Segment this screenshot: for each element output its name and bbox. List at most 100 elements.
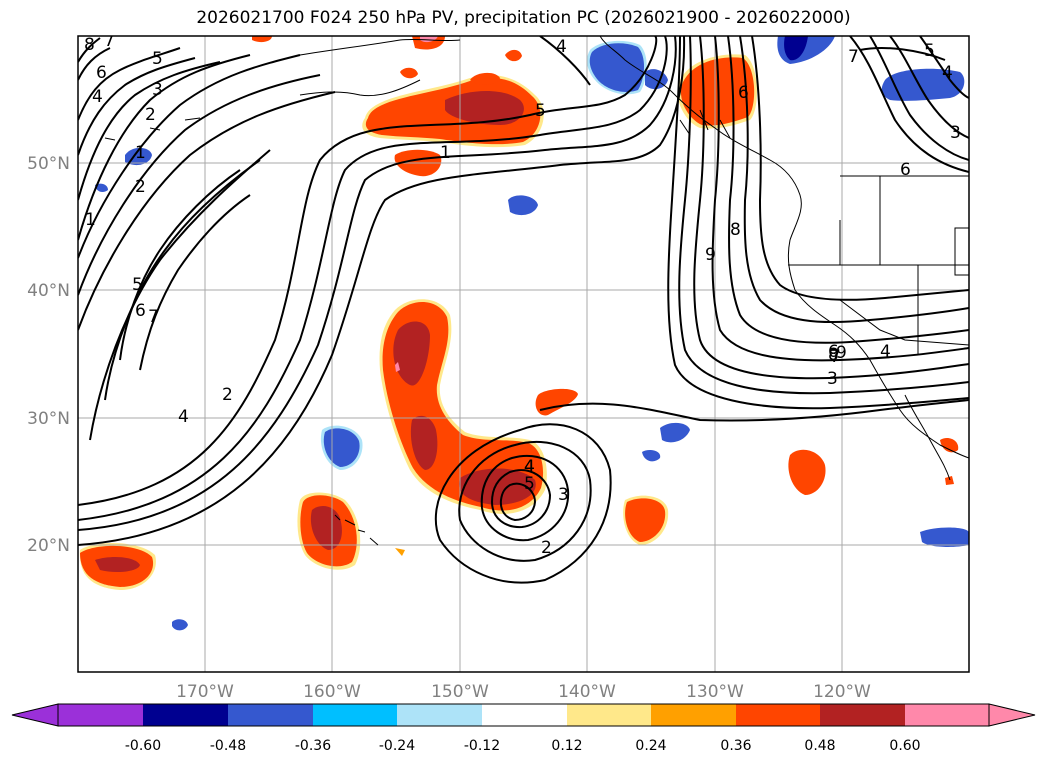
colorbar-tick-label: 0.36 xyxy=(720,738,751,754)
contour-label: 7 xyxy=(104,31,115,51)
contour-label: 4 xyxy=(178,407,189,427)
contour-label: 3 xyxy=(558,485,569,505)
colorbar: -0.60 -0.48 -0.36 -0.24 -0.12 0.12 0.24 … xyxy=(11,703,1036,754)
contour-label: 4 xyxy=(556,37,567,57)
precip-area xyxy=(508,195,538,216)
contour-label: 8 xyxy=(828,345,839,365)
map-title: 2026021700 F024 250 hPa PV, precipitatio… xyxy=(196,8,851,28)
colorbar-segment xyxy=(143,704,228,726)
precip-area xyxy=(940,438,959,453)
coastlines xyxy=(104,36,969,546)
colorbar-tick-label: -0.12 xyxy=(464,738,500,754)
contour-label: 7 xyxy=(830,347,841,367)
contour-label: 4 xyxy=(880,342,891,362)
contour-label: 5 xyxy=(524,474,535,494)
contour-label: 1 xyxy=(85,210,96,230)
contour-label: 9 xyxy=(836,343,847,363)
precip-area xyxy=(881,68,965,101)
precip-area xyxy=(310,506,342,550)
pv-contours xyxy=(78,36,969,584)
precip-area xyxy=(252,36,272,43)
colorbar-tick-label: -0.48 xyxy=(210,738,246,754)
precip-area xyxy=(323,428,360,467)
precip-area xyxy=(400,67,418,79)
colorbar-segment xyxy=(313,704,397,726)
precip-area xyxy=(660,422,690,443)
lon-label: 160°W xyxy=(303,682,361,702)
colorbar-tick-label: -0.24 xyxy=(379,738,415,754)
colorbar-arrow-right xyxy=(988,703,1036,727)
colorbar-tick-label: 0.12 xyxy=(551,738,582,754)
contour-label: 4 xyxy=(92,87,103,107)
colorbar-arrow-left xyxy=(11,703,59,727)
contour-label: 1 xyxy=(440,143,451,163)
contour-label: 4 xyxy=(524,457,535,477)
contour-label: 3 xyxy=(827,369,838,389)
colorbar-segment xyxy=(482,704,567,726)
contour-labels: 8 7 6 5 4 3 2 1 2 1 5 6 7 4 2 4 5 1 4 7 … xyxy=(84,31,961,558)
contour-label: 5 xyxy=(152,49,163,69)
contour-label: 8 xyxy=(84,35,95,55)
colorbar-segment xyxy=(397,704,482,726)
lon-label: 140°W xyxy=(558,682,616,702)
colorbar-segment xyxy=(567,704,651,726)
lat-label: 20°N xyxy=(27,536,70,556)
contour-label: 2 xyxy=(135,177,146,197)
precip-area xyxy=(589,43,645,92)
lon-label: 130°W xyxy=(686,682,744,702)
lon-label: 170°W xyxy=(176,682,234,702)
lat-label: 30°N xyxy=(27,409,70,429)
contour-label: 6 xyxy=(738,83,749,103)
lon-label: 120°W xyxy=(813,682,871,702)
contour-label: 6 xyxy=(96,63,107,83)
map-frame xyxy=(77,35,970,673)
contour-label: 7 xyxy=(148,307,159,327)
precip-area xyxy=(95,557,140,573)
contour-label: 3 xyxy=(950,123,961,143)
precip-area xyxy=(505,49,522,62)
colorbar-tick-label: 0.24 xyxy=(635,738,666,754)
contour-label: 2 xyxy=(145,105,156,125)
contour-label: 7 xyxy=(848,47,859,67)
colorbar-segment xyxy=(228,704,313,726)
colorbar-tick-label: 0.48 xyxy=(804,738,835,754)
contour-label: 2 xyxy=(541,538,552,558)
contour-label: 5 xyxy=(132,275,143,295)
precip-area xyxy=(788,449,826,495)
contour-label: 6 xyxy=(900,160,911,180)
contour-label: 3 xyxy=(152,80,163,100)
colorbar-segment xyxy=(58,704,143,726)
contour-label: 4 xyxy=(942,63,953,83)
colorbar-segment xyxy=(736,704,820,726)
lon-label: 150°W xyxy=(431,682,489,702)
lat-label: 50°N xyxy=(27,154,70,174)
precip-area xyxy=(945,476,954,485)
latitude-labels: 50°N 40°N 30°N 20°N xyxy=(27,154,70,556)
precip-area xyxy=(393,321,430,386)
colorbar-tick-label: -0.60 xyxy=(125,738,161,754)
colorbar-tick-label: -0.36 xyxy=(295,738,331,754)
precip-area xyxy=(445,91,524,125)
precip-area xyxy=(395,362,400,372)
precip-area xyxy=(625,498,666,542)
longitude-labels: 170°W 160°W 150°W 140°W 130°W 120°W xyxy=(176,682,871,702)
precip-area xyxy=(784,36,808,61)
colorbar-segment xyxy=(905,704,989,726)
precip-area xyxy=(172,619,188,631)
contour-label: 5 xyxy=(924,41,935,61)
precip-area xyxy=(95,183,108,193)
contour-label: 9 xyxy=(705,245,716,265)
contour-label: 6 xyxy=(828,342,839,362)
precip-area xyxy=(459,468,536,505)
precip-area xyxy=(410,415,438,470)
contour-label: 4 xyxy=(524,457,535,477)
contour-label: 1 xyxy=(135,143,146,163)
precip-area xyxy=(395,548,405,556)
colorbar-segment xyxy=(651,704,736,726)
precip-area xyxy=(920,527,969,547)
precip-area xyxy=(470,72,500,85)
colorbar-segment xyxy=(820,704,905,726)
contour-label: 6 xyxy=(135,301,146,321)
colorbar-frame xyxy=(57,703,990,727)
